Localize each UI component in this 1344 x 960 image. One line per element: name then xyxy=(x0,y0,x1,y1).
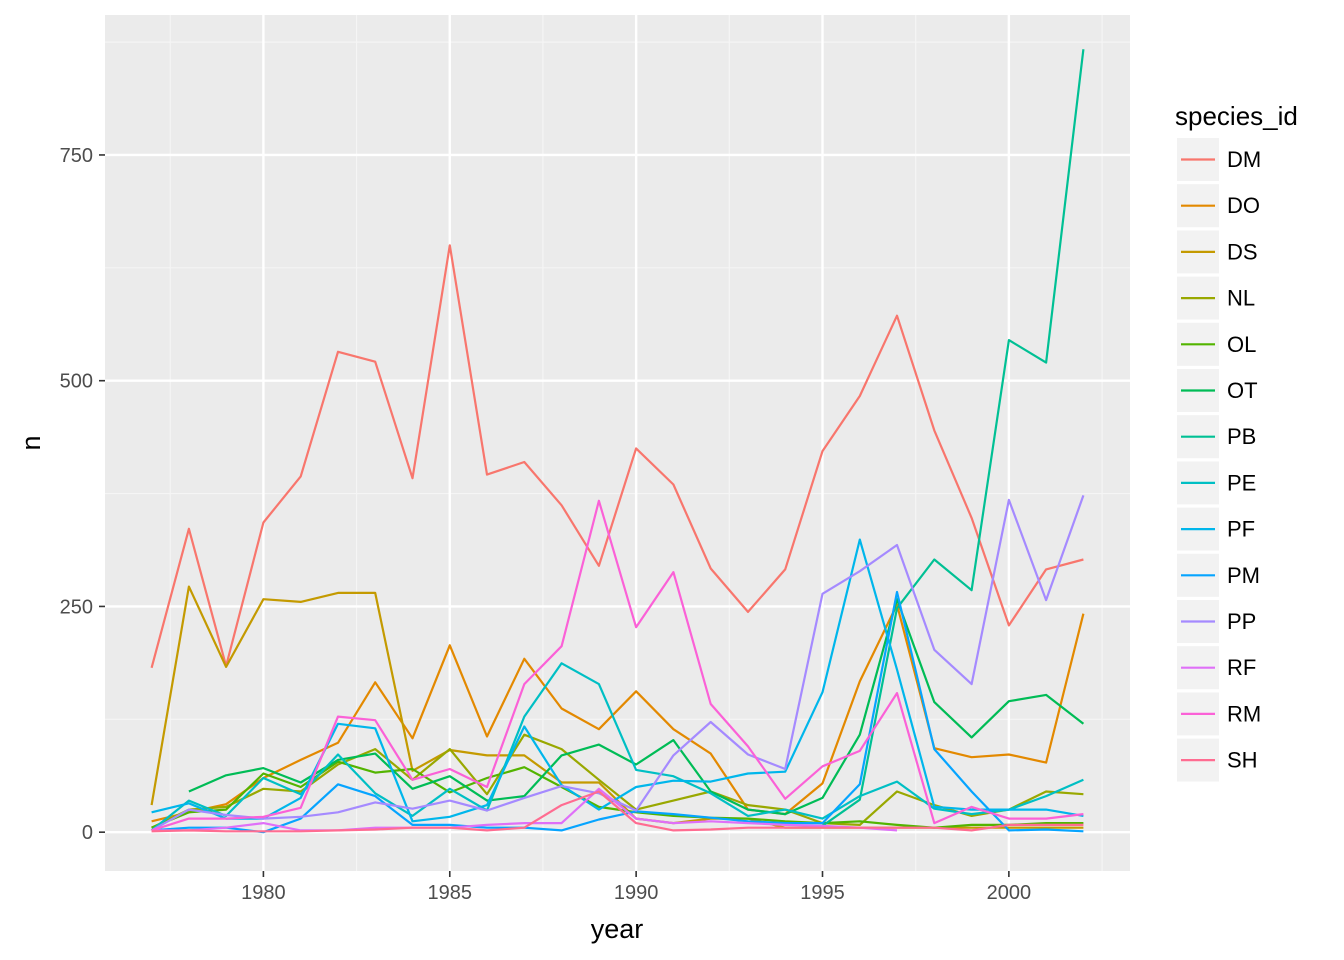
series-line-pm xyxy=(151,590,1084,834)
legend-label: PE xyxy=(1227,470,1256,495)
legend-items: DM DO DS NL OL OT PB PE PF PM PP RF RM SH xyxy=(1177,138,1261,782)
x-tick-label: 1980 xyxy=(241,882,286,904)
x-tick-label: 1985 xyxy=(428,882,473,904)
series-line-rm xyxy=(151,499,1084,832)
series-line-sh xyxy=(151,790,1084,833)
series-line-pf xyxy=(151,538,1084,823)
legend-label: OT xyxy=(1227,378,1258,403)
legend-label: SH xyxy=(1227,748,1258,773)
y-tick-label: 250 xyxy=(60,596,93,618)
series-line-ot xyxy=(188,598,1085,816)
y-tick-label: 500 xyxy=(60,371,93,393)
y-tick-label: 750 xyxy=(60,145,93,167)
series-line-pp xyxy=(151,495,1085,832)
legend-label: OL xyxy=(1227,332,1256,357)
major-gridlines xyxy=(105,15,1130,871)
legend-label: PP xyxy=(1227,609,1256,634)
y-axis-title: n xyxy=(16,435,46,450)
x-tick-label: 1995 xyxy=(800,882,845,904)
plot-panel xyxy=(105,15,1130,871)
series-line-pb xyxy=(821,49,1085,827)
legend-title: species_id xyxy=(1175,101,1298,131)
series-line-dm xyxy=(150,244,1084,669)
series-line-rf xyxy=(151,787,898,832)
legend: species_id DM DO DS NL OL OT PB PE PF PM PP RF RM SH xyxy=(1175,101,1298,782)
legend-label: RF xyxy=(1227,655,1256,680)
legend-label: PM xyxy=(1227,563,1260,588)
minor-gridlines xyxy=(105,15,1130,871)
legend-label: RM xyxy=(1227,701,1261,726)
y-axis-ticks: 0 250 500 750 xyxy=(60,145,105,844)
series-lines xyxy=(150,49,1085,834)
legend-label: PF xyxy=(1227,517,1255,542)
legend-label: DM xyxy=(1227,147,1261,172)
legend-label: PB xyxy=(1227,424,1256,449)
x-tick-label: 1990 xyxy=(614,882,659,904)
legend-label: DO xyxy=(1227,193,1260,218)
x-tick-label: 2000 xyxy=(987,882,1032,904)
x-axis-ticks: 1980 1985 1990 1995 2000 xyxy=(241,871,1031,904)
x-axis-title: year xyxy=(591,914,644,944)
legend-label: NL xyxy=(1227,286,1255,311)
legend-label: DS xyxy=(1227,239,1258,264)
y-tick-label: 0 xyxy=(82,822,93,844)
